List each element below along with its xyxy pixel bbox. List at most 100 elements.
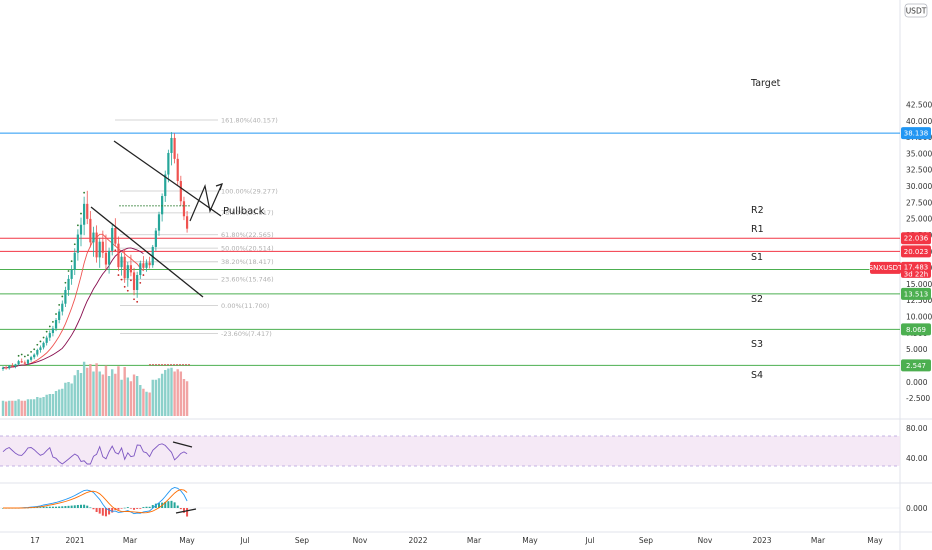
sequential-dot (130, 279, 132, 282)
time-tick: 2022 (408, 536, 427, 545)
price-tag (901, 232, 931, 245)
macd-histogram-bar (139, 508, 142, 509)
resistance-dot (140, 205, 142, 207)
volume-bar (26, 399, 30, 416)
sequential-dot (45, 330, 48, 333)
macd-histogram-bar (108, 508, 111, 515)
support-dot (152, 364, 154, 366)
candle-body (42, 342, 45, 348)
rsi-pane: 80.00 40.00 (0, 424, 928, 467)
macd-histogram-bar (73, 505, 76, 508)
support-dot (158, 364, 160, 366)
macd-histogram-bar (186, 508, 189, 517)
volume-bar (185, 381, 189, 416)
channel-upper-line (113, 140, 222, 217)
volume-bar (167, 368, 170, 416)
volume-bar (107, 376, 111, 416)
candle-body (101, 241, 104, 253)
candle-body (92, 232, 95, 243)
candle-body (154, 230, 157, 247)
sequential-dot (133, 298, 135, 301)
candle-body (58, 311, 61, 321)
zone-label: Target (750, 78, 781, 89)
sequential-dot (73, 243, 76, 246)
volume-bar (57, 389, 61, 416)
candle-body (17, 361, 20, 365)
support-dot (167, 364, 169, 366)
sequential-dot (58, 304, 61, 306)
price-tag-label: 8.069 (906, 326, 926, 334)
macd-histogram-bar (89, 507, 92, 509)
price-tag-label: 20.023 (904, 248, 929, 256)
volume-bar (1, 400, 5, 416)
sequential-dot (17, 354, 20, 357)
price-tag-label: 2.547 (906, 362, 926, 370)
resistance-dot (167, 205, 169, 207)
fib-label: 50.00%(20.514) (221, 244, 274, 252)
macd-histogram-bar (58, 506, 61, 508)
candle-body (83, 203, 86, 225)
channel-lower-line (90, 206, 204, 298)
volume-bar (54, 391, 58, 416)
candle-body (67, 278, 70, 290)
volume-bar (101, 374, 105, 416)
time-tick: 2021 (65, 536, 84, 545)
pair-tag-label: SNXUSDT (869, 264, 903, 272)
resistance-dot (158, 205, 160, 207)
fib-label: 100.00%(29.277) (221, 187, 278, 195)
sequential-dot (126, 289, 129, 292)
ma-slow-line (2, 247, 144, 369)
macd-histogram-bar (126, 507, 129, 508)
resistance-dot (188, 205, 190, 207)
candle-body (123, 256, 126, 279)
candle-body (139, 263, 142, 275)
volume-bar (79, 373, 83, 416)
volume-bar (120, 379, 123, 416)
macd-divergence-line (175, 508, 197, 514)
macd-histogram-bar (80, 504, 82, 508)
volume-bar (139, 385, 142, 416)
currency-badge[interactable]: USDT (904, 3, 928, 18)
macd-histogram-bar (104, 508, 107, 517)
sequential-dot (80, 212, 82, 215)
macd-tick-0: 0.000 (906, 504, 928, 513)
volume-bar (42, 397, 45, 416)
support-dot (182, 364, 184, 366)
time-tick: Nov (698, 536, 713, 545)
candle-body (8, 365, 11, 369)
resistance-dot (173, 205, 175, 207)
moving-average-layer (2, 233, 144, 369)
resistance-dot (149, 205, 151, 207)
time-tick: Mar (811, 536, 826, 545)
candle-body (176, 158, 179, 182)
price-tick: 42.500 (906, 101, 932, 110)
price-tag-label: 38.138 (904, 130, 929, 138)
volume-bar (61, 388, 64, 416)
fibonacci-layer: 161.80%(40.157) 100.00%(29.277) 78.60%(25.… (115, 116, 278, 338)
volume-bar (23, 400, 27, 416)
volume-bar (39, 397, 42, 416)
resistance-dot (122, 205, 124, 207)
candle-body (145, 262, 148, 268)
volume-bar (48, 394, 51, 416)
resistance-dot (152, 205, 154, 207)
macd-histogram-bar (167, 501, 170, 508)
candle-body (70, 269, 73, 279)
macd-histogram-bar (70, 505, 73, 508)
resistance-dot (143, 205, 145, 207)
sequential-dot (20, 353, 23, 356)
resistance-dot (179, 205, 181, 207)
support-dot (188, 364, 190, 366)
fib-label: 0.00%(11.700) (221, 302, 269, 310)
support-dot (164, 364, 166, 366)
sequential-dot (48, 325, 51, 328)
volume-bar (70, 383, 73, 416)
sequential-dot (36, 343, 39, 346)
time-tick: May (522, 536, 538, 545)
volume-bar (170, 367, 173, 416)
last-price-label: 17.483 (904, 263, 929, 271)
resistance-dot (134, 205, 136, 207)
candle-body (73, 252, 76, 270)
volume-bar (95, 363, 98, 416)
